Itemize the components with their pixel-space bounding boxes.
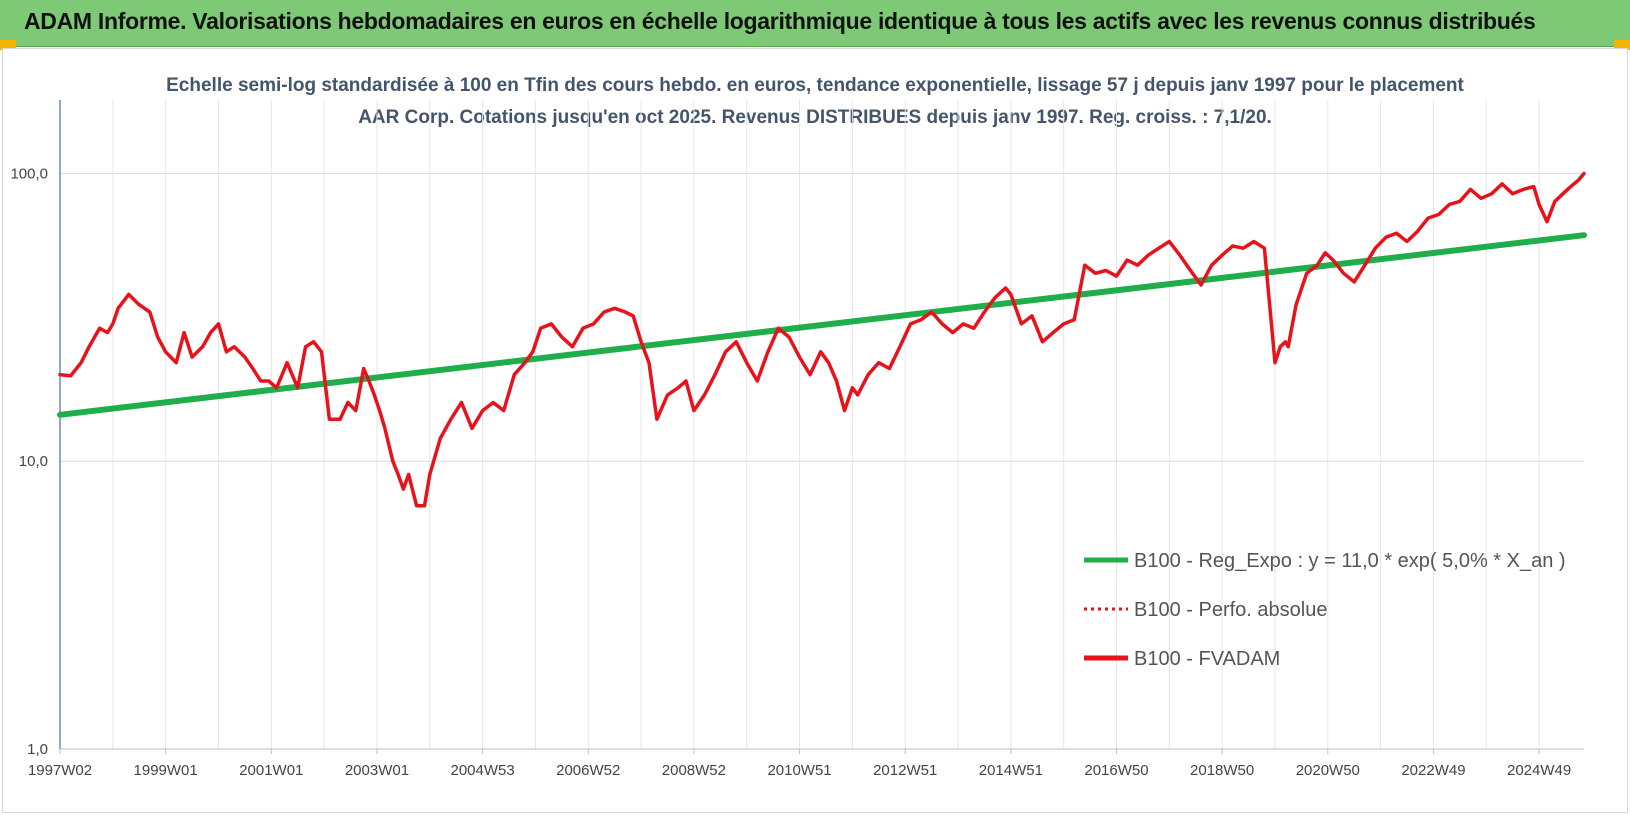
series-layer <box>57 171 1587 508</box>
x-tick-label: 2004W53 <box>450 762 514 779</box>
x-tick-label: 2014W51 <box>979 762 1043 779</box>
series-line-2 <box>58 171 1586 508</box>
x-tick-label: 2012W51 <box>873 762 937 779</box>
x-tick-label: 1999W01 <box>134 762 198 779</box>
corner-marker-left <box>0 40 16 50</box>
report-title: ADAM Informe. Valorisations hebdomadaire… <box>24 8 1536 34</box>
x-tick-label: 2024W49 <box>1507 762 1571 779</box>
corner-marker-right <box>1614 40 1630 50</box>
x-tick-label: 2020W50 <box>1296 762 1360 779</box>
chart-area <box>2 48 1628 813</box>
x-tick-label: 1997W02 <box>28 762 92 779</box>
report-banner: ADAM Informe. Valorisations hebdomadaire… <box>0 0 1630 47</box>
legend: B100 - Reg_Expo : y = 11,0 * exp( 5,0% *… <box>1084 550 1566 670</box>
x-tick-label: 2022W49 <box>1401 762 1465 779</box>
grid-layer <box>59 100 1584 750</box>
x-tick-label: 2010W51 <box>767 762 831 779</box>
y-tick-label: 100,0 <box>10 165 48 182</box>
x-tick-label: 2016W50 <box>1084 762 1148 779</box>
legend-label-1: B100 - Perfo. absolue <box>1134 599 1327 621</box>
y-tick-label: 1,0 <box>27 741 48 758</box>
x-tick-label: 2018W50 <box>1190 762 1254 779</box>
y-tick-label: 10,0 <box>19 453 48 470</box>
x-tick-label: 2001W01 <box>239 762 303 779</box>
axis-layer: 1,0 10,0 100,0 1997W02 1999W01 2001W01 2003W01… <box>10 100 1584 779</box>
legend-label-0: B100 - Reg_Expo : y = 11,0 * exp( 5,0% *… <box>1134 550 1566 572</box>
chart-title: Echelle semi-log standardisée à 100 en T… <box>166 75 1464 128</box>
series-line-0 <box>57 232 1587 418</box>
x-tick-label: 2006W52 <box>556 762 620 779</box>
x-tick-label: 2008W52 <box>662 762 726 779</box>
legend-label-2: B100 - FVADAM <box>1134 648 1280 670</box>
x-tick-label: 2003W01 <box>345 762 409 779</box>
